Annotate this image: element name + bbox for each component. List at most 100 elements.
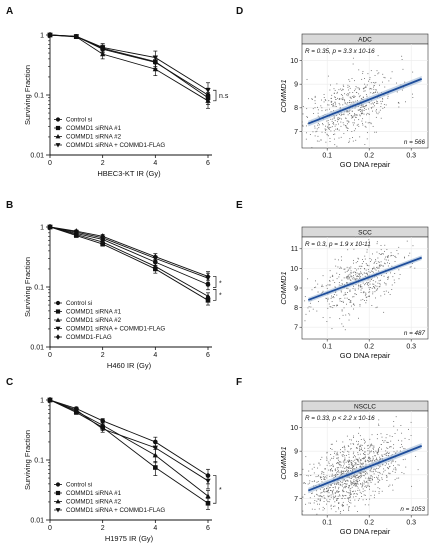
scatter-point: [399, 447, 401, 448]
scatter-point: [321, 481, 323, 483]
scatter-point: [329, 499, 331, 501]
scatter-point: [345, 481, 347, 482]
scatter-point: [328, 124, 330, 126]
scatter-point: [356, 511, 358, 512]
scatter-point: [370, 287, 372, 289]
scatter-point: [337, 128, 338, 130]
scatter-point: [363, 494, 365, 496]
scatter-point: [340, 256, 342, 258]
scatter-point: [359, 453, 361, 455]
scatter-point: [361, 475, 363, 477]
scatter-point: [388, 452, 390, 454]
scatter-point: [347, 274, 349, 276]
scatter-point: [412, 263, 414, 264]
scatter-point: [358, 265, 360, 267]
scatter-point: [324, 508, 325, 510]
scatter-point: [369, 87, 371, 89]
scatter-point: [333, 138, 335, 140]
scatter-point: [409, 252, 411, 254]
scatter-point: [330, 483, 332, 485]
data-point: [152, 263, 158, 269]
scatter-point: [329, 137, 331, 139]
scatter-point: [337, 118, 339, 120]
scatter-point: [348, 468, 350, 470]
scatter-point: [358, 119, 360, 121]
panel-letter: A: [6, 6, 13, 17]
scatter-point: [384, 77, 386, 79]
scatter-point: [315, 280, 316, 282]
scatter-point: [337, 128, 338, 130]
scatter-point: [383, 441, 385, 443]
scatter-point: [345, 117, 347, 119]
scatter-point: [316, 500, 318, 502]
scatter-point: [329, 280, 331, 282]
scatter-point: [377, 91, 379, 93]
scatter-point: [369, 470, 371, 472]
scatter-point: [368, 271, 370, 273]
panel-letter: F: [236, 377, 242, 388]
scatter-point: [346, 271, 348, 272]
scatter-point: [343, 307, 345, 309]
series-commd1-sirna-1: [47, 224, 211, 306]
scatter-point: [341, 259, 342, 261]
scatter-point: [360, 463, 362, 465]
scatter-point: [373, 473, 375, 475]
scatter-point: [349, 87, 351, 89]
scatter-point: [327, 299, 329, 300]
scatter-point: [349, 290, 351, 292]
scatter-point: [330, 97, 332, 99]
scatter-point: [358, 461, 360, 463]
legend-entry: COMMD1 siRNA + COMMD1-FLAG: [54, 507, 165, 514]
scatter-point: [393, 425, 395, 427]
scatter-point: [372, 471, 374, 473]
scatter-point: [363, 471, 365, 473]
scatter-point: [392, 276, 394, 278]
scatter-point: [363, 272, 365, 274]
legend-label: COMMD1 siRNA #2: [66, 134, 122, 141]
scatter-point: [347, 282, 349, 284]
scatter-point: [361, 106, 363, 108]
data-point: [47, 32, 53, 38]
scatter-point: [350, 443, 352, 445]
scatter-point: [396, 477, 398, 479]
scatter-point: [334, 125, 336, 127]
scatter-point: [340, 98, 342, 100]
scatter-point: [341, 497, 343, 499]
scatter-point: [369, 478, 371, 480]
legend-marker: [55, 326, 61, 332]
scatter-point: [377, 282, 379, 284]
scatter-point: [340, 466, 342, 468]
scatter-point: [330, 447, 331, 449]
scatter-point: [316, 481, 318, 483]
scatter-point: [338, 129, 340, 131]
scatter-point: [364, 481, 366, 483]
scatter-point: [383, 453, 385, 455]
scatter-point: [353, 493, 355, 495]
scatter-point: [378, 448, 380, 450]
legend-entry: COMMD1 siRNA + COMMD1-FLAG: [54, 326, 165, 333]
scatter-point: [372, 93, 374, 95]
series-commd1-sirna-commd1-flag: [47, 397, 211, 490]
scatter-point: [360, 477, 362, 479]
scatter-point: [341, 267, 342, 269]
scatter-point: [351, 464, 353, 466]
scatter-point: [370, 261, 371, 262]
scatter-point: [392, 255, 394, 256]
scatter-point: [349, 460, 351, 462]
scatter-point: [356, 124, 358, 126]
scatter-point: [381, 455, 383, 457]
scatter-point: [334, 492, 336, 494]
scatter-point: [342, 505, 343, 507]
scatter-point: [357, 459, 358, 460]
scatter-point: [336, 499, 338, 501]
scatter-point: [379, 286, 381, 288]
scatter-point: [352, 296, 354, 298]
scatter-point: [379, 109, 381, 111]
scatter-point: [401, 440, 403, 442]
scatter-point: [342, 122, 344, 124]
scatter-point: [350, 468, 352, 469]
scatter-point: [331, 97, 332, 99]
scatter-point: [385, 104, 387, 106]
scatter-point: [341, 94, 343, 96]
scatter-point: [353, 308, 355, 310]
